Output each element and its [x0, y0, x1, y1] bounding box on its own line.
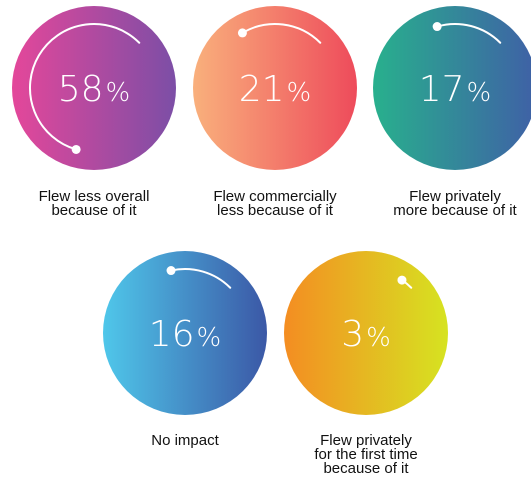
value-label-flew-less-overall: 58%: [58, 69, 131, 110]
value-label-flew-privately-first-time: 3%: [341, 314, 391, 355]
progress-arc-flew-less-overall: [29, 23, 141, 151]
progress-dot-flew-less-overall: [71, 144, 81, 154]
progress-arc-flew-privately-more: [436, 23, 502, 44]
caption-flew-privately-more: Flew privately more because of it: [393, 188, 517, 219]
donut-flew-privately-more: 17%: [373, 6, 531, 170]
caption-flew-commercially-less: Flew commercially less because of it: [213, 188, 337, 219]
progress-dot-no-impact: [166, 266, 176, 276]
progress-arc-flew-commercially-less: [241, 23, 322, 44]
caption-no-impact: No impact: [151, 432, 219, 449]
circle-no-impact: [103, 251, 267, 415]
value-label-flew-commercially-less: 21%: [239, 69, 312, 110]
donut-no-impact: 16%: [103, 251, 267, 415]
caption-flew-less-overall: Flew less overall because of it: [38, 188, 150, 219]
donut-flew-less-overall: 58%: [12, 6, 176, 170]
progress-arc-no-impact: [170, 268, 232, 289]
progress-dot-flew-privately-first-time: [397, 275, 407, 285]
caption-flew-privately-first-time: Flew privately for the first time becaus…: [314, 432, 418, 477]
value-label-no-impact: 16%: [149, 314, 222, 355]
circle-flew-privately-more: [373, 6, 531, 170]
circle-flew-commercially-less: [193, 6, 357, 170]
progress-dot-flew-privately-more: [432, 22, 442, 32]
value-label-flew-privately-more: 17%: [419, 69, 492, 110]
progress-dot-flew-commercially-less: [237, 28, 247, 38]
circle-flew-privately-first-time: [284, 251, 448, 415]
circle-flew-less-overall: [12, 6, 176, 170]
donut-flew-privately-first-time: 3%: [284, 251, 448, 415]
donut-flew-commercially-less: 21%: [193, 6, 357, 170]
